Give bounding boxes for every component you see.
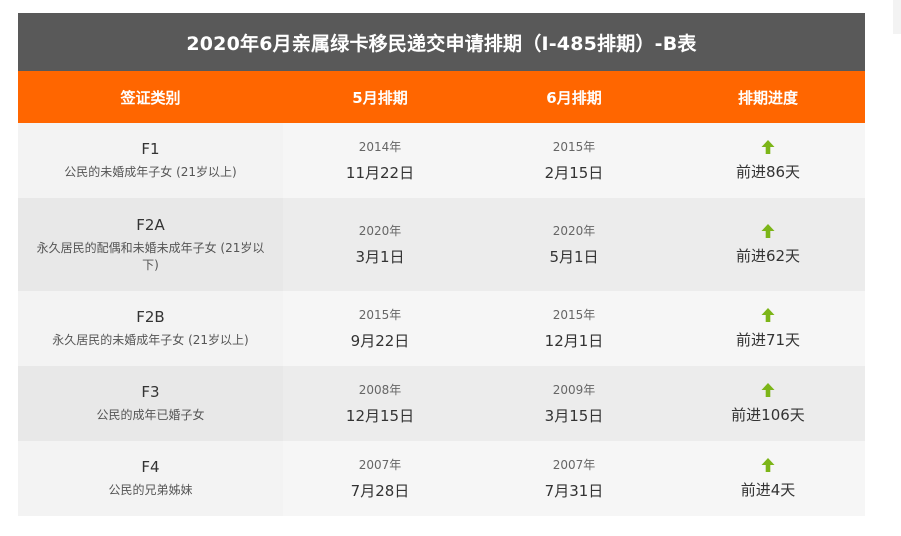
may-date: 12月15日 — [345, 407, 415, 425]
table-row: F3 公民的成年已婚子女 2008年 12月15日 2009年 3月15日 前进… — [18, 366, 865, 441]
may-date: 11月22日 — [345, 164, 415, 182]
category-description: 永久居民的未婚成年子女 (21岁以上) — [52, 333, 249, 347]
category-cell: F4 公民的兄弟姊妹 — [18, 441, 283, 516]
june-year: 2020年 — [552, 224, 596, 238]
category-code: F2A — [136, 215, 165, 234]
arrow-up-icon — [761, 140, 775, 154]
progress-text: 前进86天 — [735, 163, 801, 181]
header-may: 5月排期 — [352, 88, 408, 107]
may-cell: 2015年 9月22日 — [283, 291, 477, 366]
table-header: 签证类别 5月排期 6月排期 排期进度 — [18, 71, 865, 123]
june-date: 3月15日 — [544, 407, 604, 425]
may-date: 3月1日 — [355, 248, 405, 266]
category-code: F2B — [136, 308, 165, 326]
progress-cell: 前进62天 — [671, 198, 865, 291]
june-cell: 2020年 5月1日 — [477, 198, 671, 291]
june-year: 2007年 — [552, 458, 596, 472]
header-june: 6月排期 — [546, 88, 602, 107]
progress-text: 前进4天 — [740, 481, 796, 499]
progress-cell: 前进86天 — [671, 123, 865, 198]
table-row: F4 公民的兄弟姊妹 2007年 7月28日 2007年 7月31日 前进4天 — [18, 441, 865, 516]
table-row: F1 公民的未婚成年子女 (21岁以上) 2014年 11月22日 2015年 … — [18, 123, 865, 198]
june-cell: 2009年 3月15日 — [477, 366, 671, 441]
category-cell: F2A 永久居民的配偶和未婚未成年子女 (21岁以下) — [18, 198, 283, 291]
june-date: 12月1日 — [544, 332, 604, 350]
category-cell: F2B 永久居民的未婚成年子女 (21岁以上) — [18, 291, 283, 366]
arrow-up-icon — [761, 383, 775, 397]
june-cell: 2015年 2月15日 — [477, 123, 671, 198]
table-title: 2020年6月亲属绿卡移民递交申请排期（I-485排期）-B表 — [18, 13, 865, 71]
may-year: 2015年 — [358, 308, 402, 322]
category-description: 公民的成年已婚子女 — [96, 408, 205, 422]
table-row: F2A 永久居民的配偶和未婚未成年子女 (21岁以下) 2020年 3月1日 2… — [18, 198, 865, 291]
may-year: 2008年 — [358, 383, 402, 397]
may-year: 2020年 — [358, 224, 402, 238]
category-code: F1 — [141, 140, 160, 158]
may-cell: 2020年 3月1日 — [283, 198, 477, 291]
arrow-up-icon — [761, 308, 775, 322]
category-description: 公民的兄弟姊妹 — [108, 483, 193, 497]
header-category: 签证类别 — [120, 88, 181, 107]
arrow-up-icon — [761, 224, 775, 238]
table-row: F2B 永久居民的未婚成年子女 (21岁以上) 2015年 9月22日 2015… — [18, 291, 865, 366]
june-date: 5月1日 — [549, 248, 599, 266]
category-description: 公民的未婚成年子女 (21岁以上) — [64, 165, 237, 179]
june-date: 2月15日 — [544, 164, 604, 182]
progress-cell: 前进106天 — [671, 366, 865, 441]
category-cell: F3 公民的成年已婚子女 — [18, 366, 283, 441]
may-cell: 2014年 11月22日 — [283, 123, 477, 198]
category-code: F4 — [141, 458, 160, 476]
may-cell: 2008年 12月15日 — [283, 366, 477, 441]
progress-cell: 前进71天 — [671, 291, 865, 366]
category-code: F3 — [141, 383, 160, 401]
page-edge-strip — [893, 0, 901, 34]
progress-text: 前进62天 — [735, 247, 801, 265]
june-year: 2015年 — [552, 308, 596, 322]
progress-cell: 前进4天 — [671, 441, 865, 516]
june-cell: 2007年 7月31日 — [477, 441, 671, 516]
may-date: 9月22日 — [350, 332, 410, 350]
may-cell: 2007年 7月28日 — [283, 441, 477, 516]
may-date: 7月28日 — [350, 482, 410, 500]
arrow-up-icon — [761, 458, 775, 472]
progress-text: 前进71天 — [735, 331, 801, 349]
june-year: 2015年 — [552, 140, 596, 154]
june-date: 7月31日 — [544, 482, 604, 500]
june-year: 2009年 — [552, 383, 596, 397]
progress-text: 前进106天 — [731, 406, 805, 424]
june-cell: 2015年 12月1日 — [477, 291, 671, 366]
may-year: 2007年 — [358, 458, 402, 472]
visa-bulletin-table: 2020年6月亲属绿卡移民递交申请排期（I-485排期）-B表 签证类别 5月排… — [18, 13, 865, 516]
header-progress: 排期进度 — [737, 88, 798, 107]
category-description: 永久居民的配偶和未婚未成年子女 (21岁以下) — [36, 240, 265, 272]
category-cell: F1 公民的未婚成年子女 (21岁以上) — [18, 123, 283, 198]
may-year: 2014年 — [358, 140, 402, 154]
